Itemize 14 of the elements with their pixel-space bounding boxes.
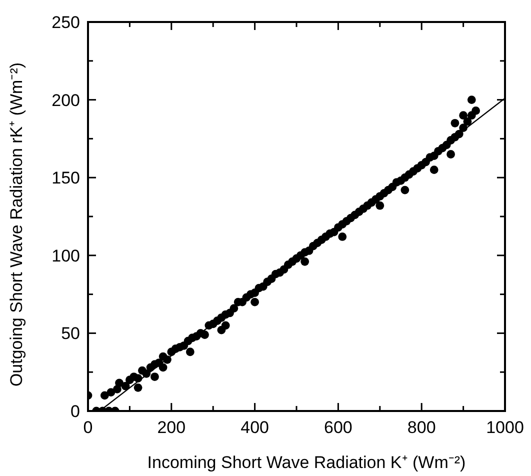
y-tick-label: 200	[52, 90, 80, 110]
y-axis-title: Outgoing Short Wave Radiation rK⁺ (Wm⁻²)	[7, 62, 26, 387]
x-axis-title: Incoming Short Wave Radiation K⁺ (Wm⁻²)	[147, 453, 466, 472]
x-tick-label: 0	[83, 418, 93, 437]
y-tick-label: 0	[70, 402, 80, 421]
y-tick-label: 150	[52, 168, 80, 188]
x-tick-label: 600	[324, 418, 352, 437]
y-tick-label: 50	[61, 324, 80, 344]
x-tick-label: 200	[157, 418, 186, 437]
y-tick-label: 100	[52, 246, 80, 266]
x-tick-label: 1000	[486, 418, 524, 437]
x-tick-label: 400	[240, 418, 269, 437]
x-tick-label: 800	[407, 418, 436, 437]
y-tick-label: 250	[52, 13, 80, 32]
